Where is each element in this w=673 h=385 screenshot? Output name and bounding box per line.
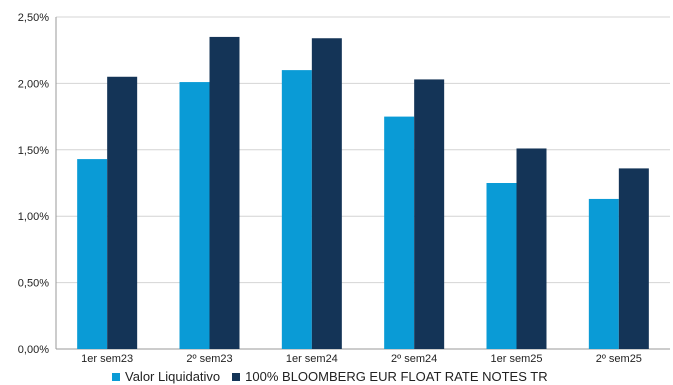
legend-swatch-series-2	[232, 372, 241, 381]
x-tick-label: 1er sem25	[491, 353, 543, 365]
y-tick-label: 0,50%	[18, 278, 49, 290]
bar-chart: 0,00% 0,50% 1,00% 1,50% 2,00% 2,50% 1er sem23…	[18, 12, 670, 365]
bar-series-2-4	[414, 79, 445, 349]
bar-series-2-1	[107, 76, 138, 349]
x-tick-label: 2º sem25	[596, 353, 642, 365]
y-tick-label: 2,00%	[18, 78, 49, 90]
bar-series-1-6	[588, 198, 619, 349]
y-tick-label: 2,50%	[18, 12, 49, 24]
x-axis-tick-labels: 1er sem23 2º sem23 1er sem24 2º sem24 1er se…	[81, 353, 642, 365]
bar-series-1-3	[281, 70, 312, 350]
x-tick-label: 2º sem23	[186, 353, 232, 365]
gridlines	[55, 16, 670, 350]
x-tick-label: 1er sem24	[286, 353, 338, 365]
bar-series-2-3	[311, 38, 342, 350]
legend-label-series-1: Valor Liquidativo	[125, 369, 221, 384]
legend-item-series-1: Valor Liquidativo	[112, 369, 220, 384]
bars	[77, 36, 649, 350]
legend-swatch-series-1	[112, 372, 120, 381]
bar-series-1-4	[384, 116, 415, 349]
bar-series-2-5	[516, 148, 547, 349]
x-tick-label: 1er sem23	[81, 353, 133, 365]
bar-series-1-5	[486, 183, 517, 349]
bar-series-1-1	[77, 159, 108, 349]
y-tick-label: 1,50%	[18, 145, 49, 157]
legend-label-series-2: 100% BLOOMBERG EUR FLOAT RATE NOTES TR	[245, 369, 548, 384]
legend: Valor Liquidativo 100% BLOOMBERG EUR FLO…	[112, 368, 560, 385]
y-tick-label: 1,00%	[18, 211, 49, 223]
y-axis-tick-labels: 0,00% 0,50% 1,00% 1,50% 2,00% 2,50%	[18, 12, 49, 356]
bar-series-1-2	[179, 82, 210, 350]
bar-series-2-6	[618, 168, 649, 349]
x-tick-label: 2º sem24	[391, 353, 437, 365]
legend-item-series-2: 100% BLOOMBERG EUR FLOAT RATE NOTES TR	[232, 369, 548, 384]
bar-series-2-2	[209, 36, 240, 350]
y-tick-label: 0,00%	[18, 344, 49, 356]
